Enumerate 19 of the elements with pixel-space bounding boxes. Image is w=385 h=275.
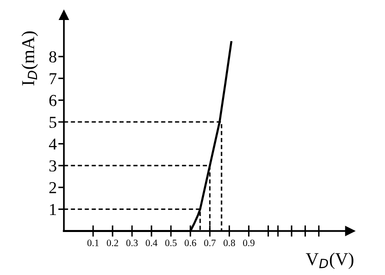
x-tick-label: 0.9: [243, 240, 254, 246]
x-tick-label: 0.8: [224, 240, 236, 246]
y-tick-label: 8: [49, 51, 56, 62]
y-tick-label: 7: [50, 73, 56, 84]
y-tick-label: 6: [49, 94, 56, 106]
x-tick-label: 0.3: [126, 240, 138, 246]
x-tick-label: 0.1: [87, 240, 99, 246]
y-tick-label: 3: [49, 160, 56, 172]
x-tick-label: 0.6: [184, 240, 196, 246]
y-tick-label: 4: [48, 138, 57, 150]
x-tick-label: 0.5: [165, 240, 177, 246]
x-tick-label: 0.7: [204, 240, 216, 246]
y-tick-label: 2: [49, 182, 56, 194]
x-tick-label: 0.2: [106, 240, 118, 246]
x-tick-label: 0.4: [146, 240, 158, 246]
y-tick-label: 1: [50, 204, 56, 215]
y-axis-title: I$_{D}$(mA): [22, 31, 38, 86]
y-tick-label: 5: [50, 116, 56, 128]
x-axis-title: V$_{D}$(V): [306, 252, 354, 269]
